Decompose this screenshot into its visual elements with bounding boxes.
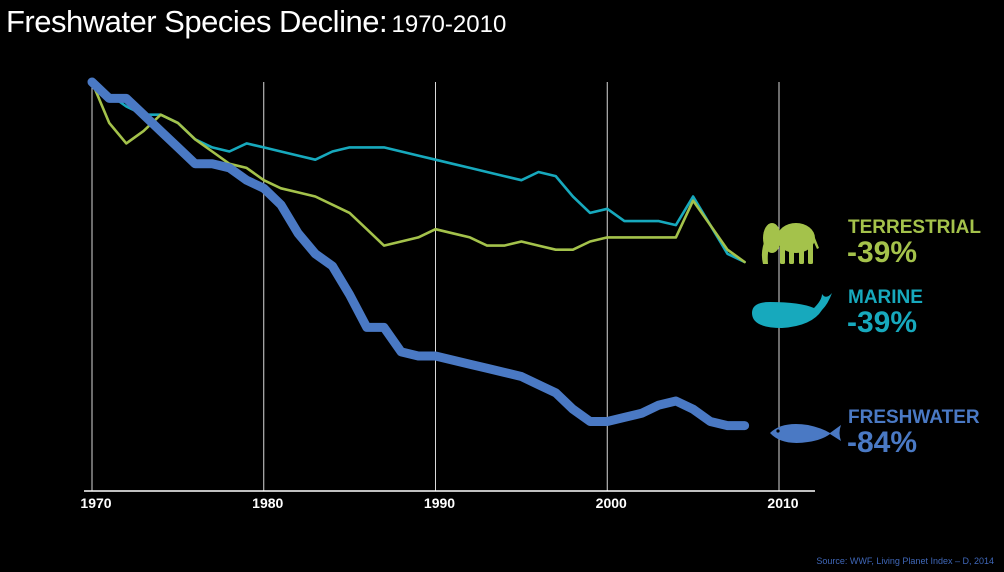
x-tick-label-2000: 2000: [596, 495, 627, 511]
series-label-terrestrial: TERRESTRIAL: [848, 217, 981, 238]
chart-title-main: Freshwater Species Decline:: [6, 4, 388, 39]
chart-title-years: 1970-2010: [391, 11, 507, 38]
x-axis-ticks: 1970 1980 1990 2000 2010: [80, 495, 798, 511]
chart-title: Freshwater Species Decline: 1970-2010: [6, 4, 506, 40]
x-tick-label-2010: 2010: [767, 495, 798, 511]
series-line-marine: [90, 80, 746, 264]
elephant-icon: [761, 223, 819, 264]
x-tick-label-1970: 1970: [80, 495, 111, 511]
series-lines: [87, 77, 750, 431]
x-tick-label-1980: 1980: [252, 495, 283, 511]
x-tick-label-1990: 1990: [424, 495, 455, 511]
series-label-freshwater: FRESHWATER: [848, 407, 980, 428]
series-label-marine: MARINE: [848, 287, 923, 308]
series-line-freshwater: [87, 77, 750, 431]
series-value-freshwater: -84%: [847, 426, 917, 459]
series-line-terrestrial: [90, 80, 746, 264]
source-note: Source: WWF, Living Planet Index – D, 20…: [816, 556, 994, 566]
whale-icon: [752, 293, 832, 328]
gridlines: [91, 82, 780, 491]
fish-icon: [770, 424, 841, 443]
series-value-terrestrial: -39%: [847, 236, 917, 269]
series-value-marine: -39%: [847, 306, 917, 339]
